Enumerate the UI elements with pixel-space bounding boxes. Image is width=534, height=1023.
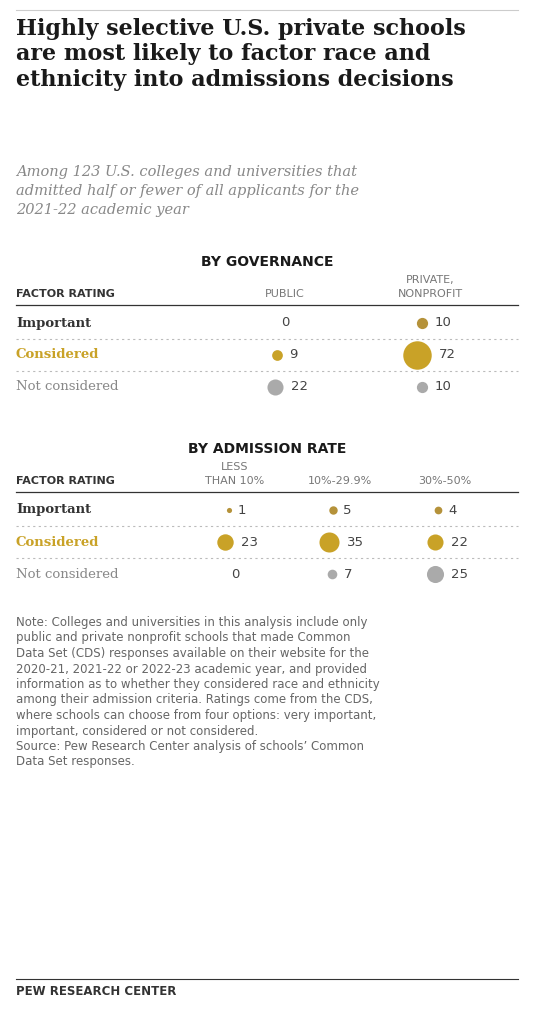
Text: 5: 5: [343, 503, 352, 517]
Text: Not considered: Not considered: [16, 568, 119, 580]
Point: [413, 347, 421, 363]
Point: [431, 534, 439, 550]
Text: 22: 22: [290, 381, 308, 394]
Point: [328, 566, 336, 582]
Text: 10: 10: [434, 381, 451, 394]
Text: Considered: Considered: [16, 535, 99, 548]
Text: 23: 23: [241, 535, 258, 548]
Text: where schools can choose from four options: very important,: where schools can choose from four optio…: [16, 709, 376, 722]
Text: 30%-50%: 30%-50%: [418, 476, 472, 486]
Text: FACTOR RATING: FACTOR RATING: [16, 290, 115, 299]
Text: 10%-29.9%: 10%-29.9%: [308, 476, 372, 486]
Point: [224, 502, 233, 519]
Text: Highly selective U.S. private schools
are most likely to factor race and
ethnici: Highly selective U.S. private schools ar…: [16, 18, 466, 91]
Text: THAN 10%: THAN 10%: [206, 476, 265, 486]
Text: information as to whether they considered race and ethnicity: information as to whether they considere…: [16, 678, 380, 691]
Point: [221, 534, 230, 550]
Text: Not considered: Not considered: [16, 381, 119, 394]
Text: 0: 0: [281, 316, 289, 329]
Text: 22: 22: [451, 535, 468, 548]
Text: LESS: LESS: [221, 462, 249, 472]
Text: PEW RESEARCH CENTER: PEW RESEARCH CENTER: [16, 985, 176, 998]
Point: [434, 502, 442, 519]
Text: 25: 25: [451, 568, 468, 580]
Text: important, considered or not considered.: important, considered or not considered.: [16, 724, 258, 738]
Text: NONPROFIT: NONPROFIT: [397, 290, 462, 299]
Text: Data Set responses.: Data Set responses.: [16, 756, 135, 768]
Point: [431, 566, 439, 582]
Text: 10: 10: [434, 316, 451, 329]
Text: 4: 4: [448, 503, 457, 517]
Text: BY ADMISSION RATE: BY ADMISSION RATE: [188, 442, 346, 456]
Text: 9: 9: [289, 349, 297, 361]
Text: 0: 0: [231, 568, 239, 580]
Text: Note: Colleges and universities in this analysis include only: Note: Colleges and universities in this …: [16, 616, 367, 629]
Text: 7: 7: [344, 568, 352, 580]
Text: Data Set (CDS) responses available on their website for the: Data Set (CDS) responses available on th…: [16, 647, 369, 660]
Text: Important: Important: [16, 316, 91, 329]
Text: 72: 72: [439, 349, 456, 361]
Point: [273, 347, 281, 363]
Text: Source: Pew Research Center analysis of schools’ Common: Source: Pew Research Center analysis of …: [16, 740, 364, 753]
Text: Important: Important: [16, 503, 91, 517]
Text: 2020-21, 2021-22 or 2022-23 academic year, and provided: 2020-21, 2021-22 or 2022-23 academic yea…: [16, 663, 367, 675]
Point: [418, 379, 426, 395]
Text: 35: 35: [347, 535, 364, 548]
Point: [325, 534, 334, 550]
Text: PUBLIC: PUBLIC: [265, 290, 305, 299]
Text: FACTOR RATING: FACTOR RATING: [16, 476, 115, 486]
Text: BY GOVERNANCE: BY GOVERNANCE: [201, 255, 333, 269]
Point: [328, 502, 337, 519]
Text: Considered: Considered: [16, 349, 99, 361]
Point: [271, 379, 280, 395]
Text: Among 123 U.S. colleges and universities that
admitted half or fewer of all appl: Among 123 U.S. colleges and universities…: [16, 165, 359, 217]
Point: [418, 315, 426, 331]
Text: PRIVATE,: PRIVATE,: [406, 275, 454, 285]
Text: public and private nonprofit schools that made Common: public and private nonprofit schools tha…: [16, 631, 350, 644]
Text: among their admission criteria. Ratings come from the CDS,: among their admission criteria. Ratings …: [16, 694, 373, 707]
Text: 1: 1: [238, 503, 246, 517]
